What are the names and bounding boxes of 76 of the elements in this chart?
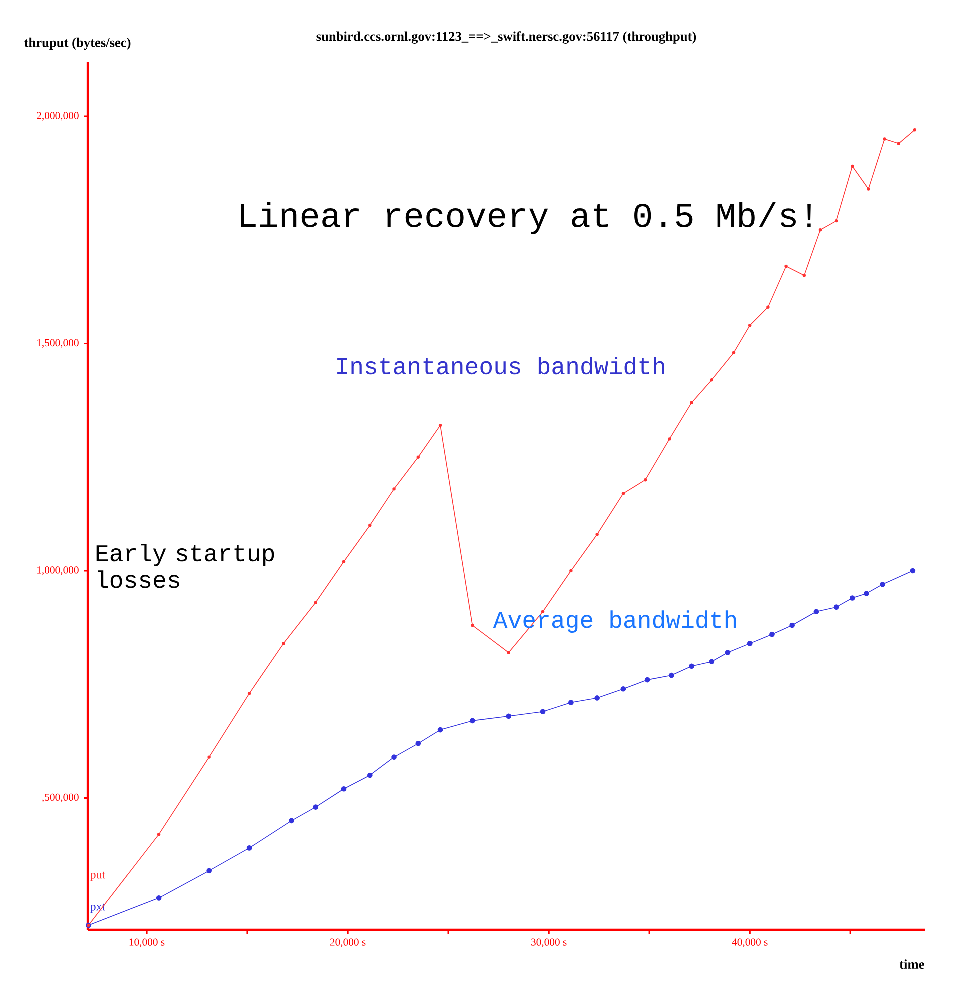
point [367,772,373,778]
point [313,804,319,810]
point [594,696,600,701]
point [748,324,752,328]
point [341,786,347,792]
y-axis-title: thruput (bytes/sec) [24,38,131,50]
point [747,641,753,646]
chart-title: sunbird.ccs.ornl.gov:1123_==>_swift.nersc.gov:56117 (throughput) [316,32,696,44]
x-tick-label: 30,000 s [531,938,567,948]
y-tick-label: 1,500,000 [38,339,79,348]
point [507,651,510,654]
point [690,401,694,404]
point [709,659,715,665]
point [470,718,476,724]
point [620,686,626,692]
point [867,188,870,191]
x-tick-label: 20,000 s [330,938,366,948]
point [790,622,795,628]
point [851,164,854,168]
point [802,274,806,278]
y-tick-label: 2,000,000 [37,112,79,121]
point [725,650,731,656]
point [156,896,162,901]
point [766,306,770,309]
point [850,596,856,601]
point [568,700,574,706]
point [246,846,252,851]
point [644,478,648,482]
point [880,582,886,588]
point [506,714,512,720]
point [342,560,346,564]
point [471,624,474,628]
point [392,488,396,491]
point [282,642,286,646]
point [784,264,788,268]
point [314,601,318,604]
point [668,438,672,441]
point [814,609,820,615]
y-tick-label: 1,000,000 [38,566,79,576]
point [248,692,252,696]
point [689,664,694,670]
point [834,219,838,223]
series-label: put [90,872,106,882]
point [208,756,211,759]
point [818,228,822,232]
point [596,533,599,536]
point [710,378,714,382]
point [416,741,422,746]
x-axis-title: time [900,960,924,969]
point [438,424,442,428]
point [392,754,397,760]
point [570,569,573,573]
point [669,672,674,678]
x-tick-label: 10,000 s [130,938,165,948]
point [622,492,626,496]
point [206,868,212,874]
point [438,727,444,733]
point [883,138,886,141]
point [913,128,917,132]
point [644,677,650,683]
point [834,604,840,610]
point [732,351,736,354]
annotation: Early startup losses [96,544,274,588]
annotation: Instantaneous bandwidth [338,356,664,375]
y-tick-label: ,500,000 [42,794,79,803]
point [897,142,900,146]
point [416,456,420,459]
point [289,818,294,824]
point [540,709,546,715]
x-tick-label: 40,000 s [732,938,768,948]
point [157,832,161,836]
point [770,632,775,638]
point [368,524,372,528]
point [864,591,870,596]
point [910,568,916,574]
annotation: Linear recovery at 0.5 Mb/s! [241,202,811,234]
